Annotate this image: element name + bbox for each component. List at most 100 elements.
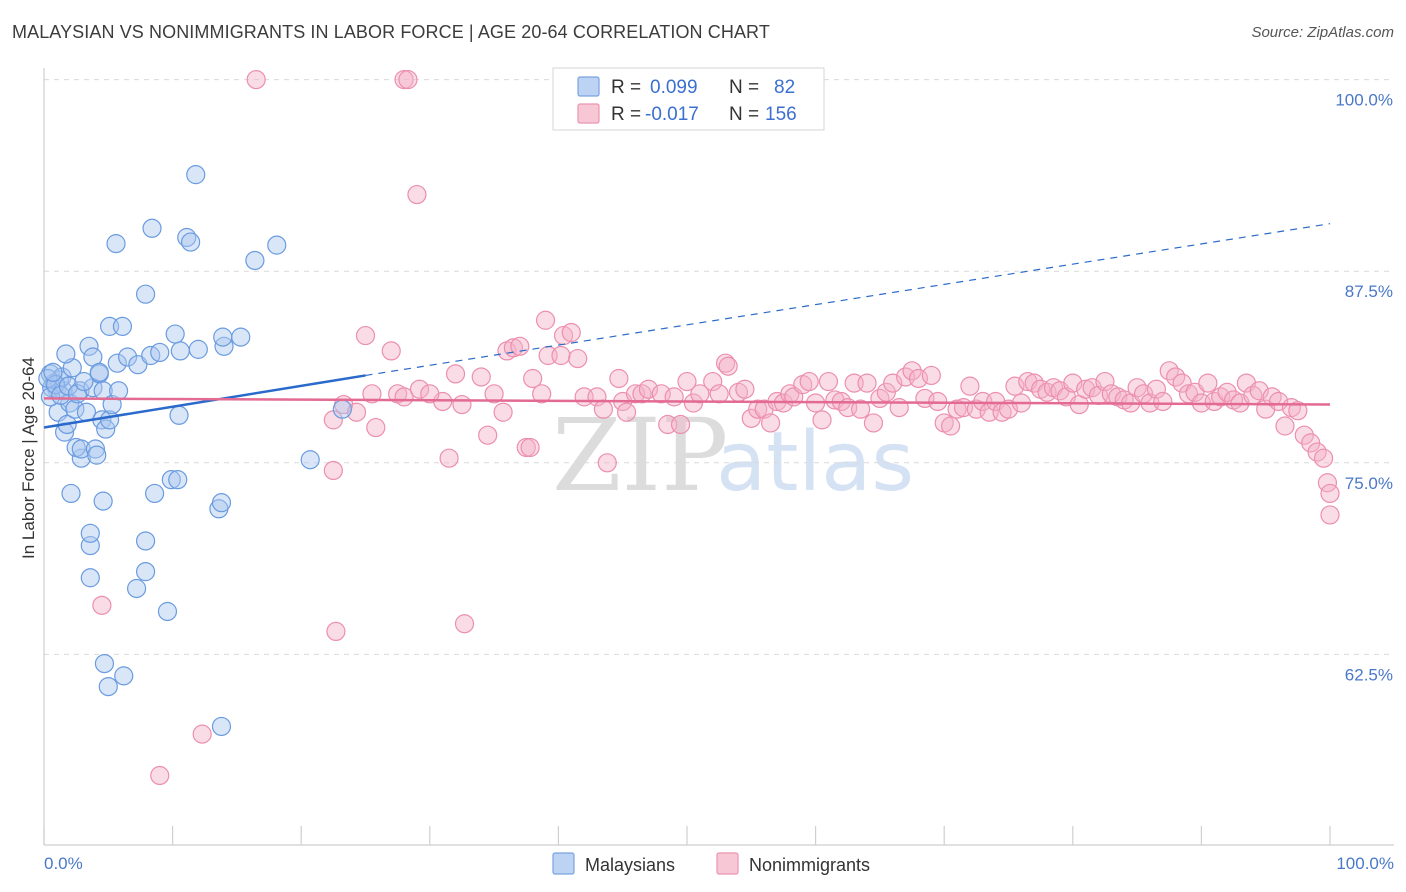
malaysians-point xyxy=(300,450,320,470)
malaysians-point xyxy=(157,601,178,622)
malaysians-point xyxy=(150,342,170,363)
malaysians-point xyxy=(80,523,100,543)
malaysians-point xyxy=(74,371,94,392)
nonimmigrants-point xyxy=(1095,371,1115,392)
malaysians-point xyxy=(114,666,134,686)
nonimmigrants-point xyxy=(851,399,871,419)
nonimmigrants-point xyxy=(420,384,440,404)
nonimmigrants-point xyxy=(532,384,552,404)
nonimmigrants-point xyxy=(941,416,961,436)
malaysians-point xyxy=(170,341,190,361)
bottom-legend-nonimmigrants: Nonimmigrants xyxy=(749,855,870,875)
legend-swatch-malaysians xyxy=(577,76,600,97)
malaysians-point xyxy=(40,387,61,407)
malaysians-point xyxy=(211,493,232,513)
nonimmigrants-point xyxy=(625,384,646,404)
malaysians-point xyxy=(267,235,287,255)
malaysians-trendline xyxy=(43,374,366,429)
nonimmigrants-point xyxy=(1294,425,1314,445)
malaysians-point xyxy=(126,578,147,599)
malaysians-points xyxy=(38,165,352,737)
nonimmigrants-point xyxy=(902,361,922,381)
y-tick-label: 62.5% xyxy=(1345,665,1393,684)
nonimmigrants-point xyxy=(478,425,498,445)
chart-title: MALAYSIAN VS NONIMMIGRANTS IN LABOR FORC… xyxy=(12,22,770,42)
nonimmigrants-point xyxy=(471,367,491,387)
nonimmigrants-point xyxy=(326,621,346,642)
malaysians-point xyxy=(106,234,126,254)
nonimmigrants-point xyxy=(709,384,729,404)
legend-n-value-2: 156 xyxy=(765,104,797,125)
malaysians-point xyxy=(38,368,58,389)
malaysians-point xyxy=(65,399,85,419)
malaysians-point xyxy=(231,327,251,347)
malaysians-point xyxy=(80,568,100,588)
nonimmigrants-point xyxy=(1198,373,1218,393)
nonimmigrants-point xyxy=(409,379,430,399)
nonimmigrants-point xyxy=(92,595,112,615)
malaysians-point xyxy=(186,165,206,185)
malaysians-point xyxy=(142,218,162,238)
malaysians-point xyxy=(144,483,165,504)
correlation-legend: R = 0.099 N = 82 R = -0.017 N = 156 xyxy=(552,67,825,131)
nonimmigrants-point xyxy=(748,399,768,419)
malaysians-point xyxy=(87,445,107,465)
nonimmigrants-point xyxy=(381,341,401,361)
nonimmigrants-point xyxy=(523,368,543,389)
legend-n-value-1: 82 xyxy=(774,77,795,98)
bottom-legend-swatch-malaysians xyxy=(552,852,575,875)
legend-n-label-1: N = xyxy=(729,77,759,98)
nonimmigrants-point xyxy=(1217,382,1237,402)
nonimmigrants-point xyxy=(452,394,472,415)
nonimmigrants-point xyxy=(1005,376,1025,396)
malaysians-point xyxy=(211,716,232,737)
nonimmigrants-point xyxy=(921,365,941,386)
malaysians-point xyxy=(188,339,208,359)
malaysians-point xyxy=(161,470,181,490)
axes xyxy=(43,68,1394,846)
trendlines xyxy=(43,223,1331,429)
nonimmigrants-point xyxy=(735,379,755,399)
nonimmigrants-point xyxy=(407,184,427,205)
nonimmigrants-point xyxy=(857,373,877,393)
bottom-legend-swatch-nonimmigrants xyxy=(716,852,739,875)
nonimmigrants-point xyxy=(439,448,459,468)
nonimmigrants-point xyxy=(1288,401,1308,421)
nonimmigrants-point xyxy=(760,413,781,433)
legend-r-value-1: 0.099 xyxy=(650,77,698,98)
nonimmigrants-point xyxy=(947,399,967,419)
nonimmigrants-point xyxy=(454,614,475,634)
nonimmigrants-point xyxy=(445,364,466,384)
nonimmigrants-point xyxy=(690,384,710,404)
nonimmigrants-point xyxy=(677,371,697,392)
source-credit: Source: ZipAtlas.com xyxy=(1251,24,1394,41)
nonimmigrants-point xyxy=(664,387,684,407)
malaysians-point xyxy=(135,531,156,551)
malaysians-point xyxy=(169,405,189,425)
nonimmigrants-point xyxy=(812,410,832,430)
legend-r-value-2: -0.017 xyxy=(645,104,699,125)
legend-r-label-2: R = xyxy=(611,104,641,125)
malaysians-point xyxy=(112,316,133,336)
nonimmigrants-trendline xyxy=(43,397,1331,406)
x-tick-label-max: 100.0% xyxy=(1336,854,1394,873)
nonimmigrants-point xyxy=(818,371,839,392)
malaysians-point xyxy=(245,250,265,271)
malaysians-point xyxy=(98,676,118,697)
malaysians-point xyxy=(135,562,156,582)
malaysians-point xyxy=(93,491,113,511)
legend-n-label-2: N = xyxy=(729,104,759,125)
nonimmigrants-point xyxy=(1320,483,1340,504)
nonimmigrants-point xyxy=(568,348,588,369)
legend-r-label-1: R = xyxy=(611,77,641,98)
nonimmigrants-point xyxy=(551,345,571,366)
x-ticks xyxy=(43,826,1331,845)
nonimmigrants-point xyxy=(192,724,212,744)
nonimmigrants-point xyxy=(150,765,170,786)
nonimmigrants-point xyxy=(718,356,738,376)
malaysians-point xyxy=(108,381,129,401)
malaysians-point xyxy=(79,336,99,356)
nonimmigrants-point xyxy=(484,384,504,404)
malaysians-point xyxy=(94,653,115,674)
nonimmigrants-point xyxy=(593,399,614,419)
